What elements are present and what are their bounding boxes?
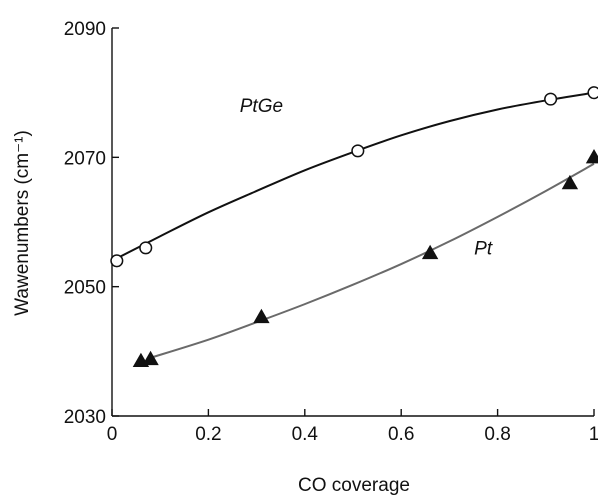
- pt-marker: [253, 308, 270, 324]
- x-ticks: 0 0.2 0.4 0.6 0.8 1: [107, 409, 598, 445]
- y-axis: 2030 2050 2070 2090: [64, 19, 119, 428]
- y-tick-label: 2070: [64, 148, 106, 169]
- plot-area: [110, 86, 598, 368]
- pt-curve: [150, 162, 595, 359]
- y-ticks: 2030 2050 2070 2090: [64, 19, 119, 428]
- pt-label: Pt: [474, 238, 493, 259]
- x-tick-label: 0.6: [388, 424, 414, 445]
- y-axis-title: Wawenumbers (cm⁻¹): [12, 130, 33, 316]
- x-axis: 0 0.2 0.4 0.6 0.8 1: [107, 409, 598, 445]
- ptge-curve: [111, 91, 595, 262]
- ptge-label: PtGe: [240, 96, 283, 117]
- ptge-marker: [110, 254, 124, 268]
- x-axis-title: CO coverage: [298, 475, 410, 496]
- series-annotations: PtGe Pt: [240, 96, 493, 259]
- y-tick-label: 2030: [64, 407, 106, 428]
- x-tick-label: 0.8: [484, 424, 510, 445]
- x-tick-label: 0.4: [292, 424, 319, 445]
- ptge-marker: [139, 241, 153, 255]
- x-tick-label: 0: [107, 424, 118, 445]
- ptge-marker: [587, 86, 598, 100]
- pt-marker: [142, 350, 159, 366]
- pt-marker: [585, 149, 598, 164]
- x-tick-label: 0.2: [195, 424, 221, 445]
- x-tick-label: 1: [589, 424, 598, 445]
- pt-marker: [421, 244, 439, 260]
- y-tick-label: 2090: [64, 19, 106, 40]
- pt-markers: [132, 149, 598, 368]
- pt-marker: [561, 174, 579, 190]
- ptge-markers: [110, 86, 598, 268]
- y-tick-label: 2050: [64, 278, 106, 299]
- ptge-marker: [544, 92, 558, 106]
- ptge-marker: [351, 144, 365, 158]
